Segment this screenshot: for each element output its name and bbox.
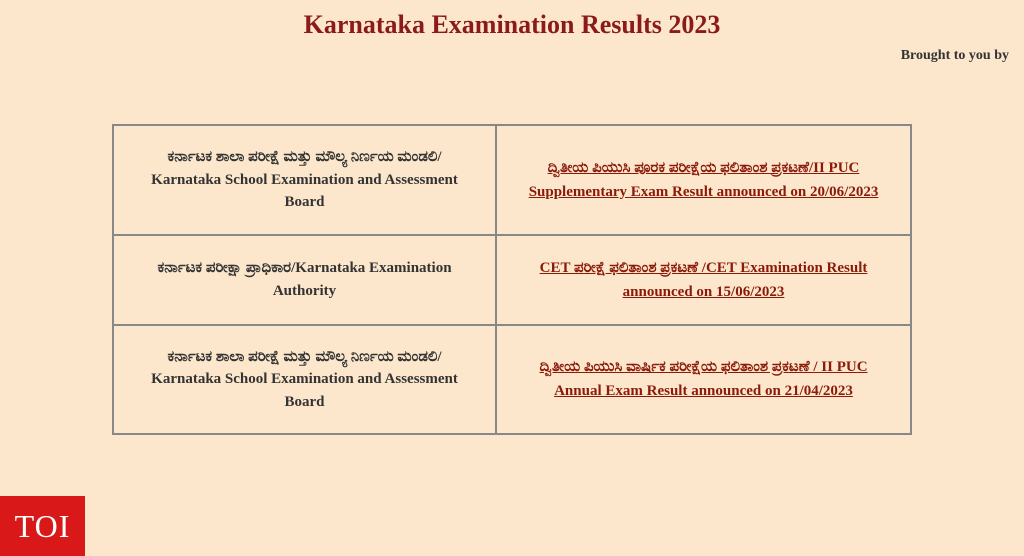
subtitle-text: Brought to you by <box>0 48 1024 94</box>
result-link[interactable]: ದ್ವಿತೀಯ ಪಿಯುಸಿ ವಾರ್ಷಿಕ ಪರೀಕ್ಷೆಯ ಫಲಿತಾಂಶ … <box>515 355 892 403</box>
result-cell: CET ಪರೀಕ್ಷೆ ಫಲಿತಾಂಶ ಪ್ರಕಟಣೆ /CET Examina… <box>496 235 911 325</box>
result-cell: ದ್ವಿತೀಯ ಪಿಯುಸಿ ಪೂರಕ ಪರೀಕ್ಷೆಯ ಫಲಿತಾಂಶ ಪ್ರ… <box>496 125 911 235</box>
results-table: ಕರ್ನಾಟಕ ಶಾಲಾ ಪರೀಕ್ಷೆ ಮತ್ತು ಮೌಲ್ಯ ನಿರ್ಣಯ … <box>112 124 912 435</box>
table-row: ಕರ್ನಾಟಕ ಪರೀಕ್ಷಾ ಪ್ರಾಧಿಕಾರ/Karnataka Exam… <box>113 235 911 325</box>
board-name-cell: ಕರ್ನಾಟಕ ಪರೀಕ್ಷಾ ಪ್ರಾಧಿಕಾರ/Karnataka Exam… <box>113 235 496 325</box>
table-row: ಕರ್ನಾಟಕ ಶಾಲಾ ಪರೀಕ್ಷೆ ಮತ್ತು ಮೌಲ್ಯ ನಿರ್ಣಯ … <box>113 325 911 435</box>
board-name-cell: ಕರ್ನಾಟಕ ಶಾಲಾ ಪರೀಕ್ಷೆ ಮತ್ತು ಮೌಲ್ಯ ನಿರ್ಣಯ … <box>113 325 496 435</box>
table-row: ಕರ್ನಾಟಕ ಶಾಲಾ ಪರೀಕ್ಷೆ ಮತ್ತು ಮೌಲ್ಯ ನಿರ್ಣಯ … <box>113 125 911 235</box>
page-title: Karnataka Examination Results 2023 <box>0 0 1024 48</box>
toi-logo-badge: TOI <box>0 496 85 556</box>
result-link[interactable]: ದ್ವಿತೀಯ ಪಿಯುಸಿ ಪೂರಕ ಪರೀಕ್ಷೆಯ ಫಲಿತಾಂಶ ಪ್ರ… <box>515 156 892 204</box>
board-name-cell: ಕರ್ನಾಟಕ ಶಾಲಾ ಪರೀಕ್ಷೆ ಮತ್ತು ಮೌಲ್ಯ ನಿರ್ಣಯ … <box>113 125 496 235</box>
result-link[interactable]: CET ಪರೀಕ್ಷೆ ಫಲಿತಾಂಶ ಪ್ರಕಟಣೆ /CET Examina… <box>515 256 892 304</box>
result-cell: ದ್ವಿತೀಯ ಪಿಯುಸಿ ವಾರ್ಷಿಕ ಪರೀಕ್ಷೆಯ ಫಲಿತಾಂಶ … <box>496 325 911 435</box>
